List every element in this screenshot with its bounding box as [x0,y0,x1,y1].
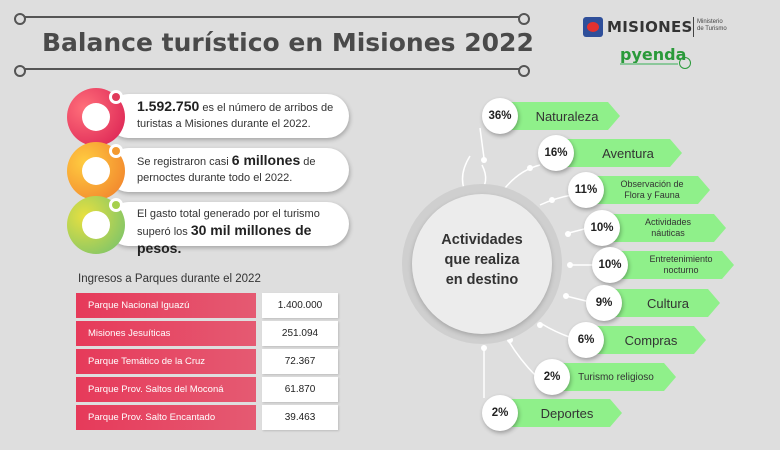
activity-percent: 2% [482,395,518,431]
park-value: 39.463 [262,405,338,430]
activity-label: Cultura [647,295,689,311]
page-title: Balance turístico en Misiones 2022 [42,28,534,57]
park-name: Parque Prov. Salto Encantado [76,405,256,430]
activity-aventura: Aventura 16% [538,135,682,171]
activity-nocturno: Entretenimiento nocturno 10% [592,247,734,283]
title-rule-top [14,13,530,25]
activity-percent: 16% [538,135,574,171]
park-row: Parque Prov. Salto Encantado 39.463 [76,405,338,430]
stat-figure: 6 millones [231,152,301,168]
park-name: Parque Prov. Saltos del Moconá [76,377,256,402]
stat-spending: El gasto total generado por el turismo s… [67,196,349,256]
park-row: Misiones Jesuíticas 251.094 [76,321,338,346]
park-value: 72.367 [262,349,338,374]
stat-post: es el número de arribos de turistas a Mi… [137,102,334,130]
activity-percent: 10% [584,210,620,246]
stat-figure: 1.592.750 [137,98,200,114]
park-row: Parque Prov. Saltos del Moconá 61.870 [76,377,338,402]
stat-pill [107,94,349,138]
logo-divider [693,17,694,37]
stat-pill [107,202,349,246]
stat-text: 1.592.750 es el número de arribos de tur… [137,98,347,132]
stat-text: Se registraron casi 6 millones de pernoc… [137,152,347,186]
parks-heading: Ingresos a Parques durante el 2022 [78,273,261,285]
activity-percent: 2% [534,359,570,395]
misiones-logo: MISIONES Ministerio de Turismo [583,17,727,39]
activity-naturaleza: Naturaleza 36% [482,98,620,134]
stat-overnights: Se registraron casi 6 millones de pernoc… [67,142,349,200]
activity-percent: 9% [586,285,622,321]
activity-banner [556,139,682,167]
activity-religioso: Turismo religioso 2% [534,359,676,395]
park-row: Parque Temático de la Cruz 72.367 [76,349,338,374]
hub-line: en destino [445,272,519,288]
activity-label: Aventura [602,145,654,161]
activity-banner [586,326,706,354]
activity-label: Compras [624,332,678,348]
activity-label: Naturaleza [535,108,599,124]
activity-cultura: Cultura 9% [586,285,720,321]
activity-label: Actividades náuticas [644,217,692,238]
ring-icon [67,196,125,254]
pyenda-logo: pyenda [620,45,692,71]
activity-compras: Compras 6% [568,322,706,358]
activity-banner [602,214,726,242]
ring-icon [67,88,125,146]
park-name: Parque Nacional Iguazú [76,293,256,318]
pyenda-tagline-bar [620,63,678,65]
park-value: 61.870 [262,377,338,402]
ministry-label: Ministerio de Turismo [697,19,727,32]
activity-label: Observación de Flora y Fauna [620,179,684,200]
stat-pre: Se registraron casi [137,156,232,168]
ring-icon [67,142,125,200]
activity-flora-fauna: Observación de Flora y Fauna 11% [568,172,710,208]
activity-banner [610,251,734,279]
park-name: Parque Temático de la Cruz [76,349,256,374]
activity-label: Deportes [540,405,594,421]
misiones-badge-icon [583,17,603,37]
hub-line: que realiza [444,252,520,268]
stat-pre: El gasto total generado por el turismo s… [137,208,320,238]
misiones-wordmark: MISIONES [607,18,693,36]
hub-label: Actividades que realiza en destino [412,230,552,290]
park-name: Misiones Jesuíticas [76,321,256,346]
activity-banner [500,102,620,130]
title-rule-bottom [14,65,530,77]
activity-deportes: Deportes 2% [482,395,622,431]
stat-text: El gasto total generado por el turismo s… [137,206,347,258]
activity-percent: 6% [568,322,604,358]
park-value: 251.094 [262,321,338,346]
stat-figure: 30 mil millones de pesos. [137,222,312,256]
activity-percent: 36% [482,98,518,134]
park-value: 1.400.000 [262,293,338,318]
activity-banner [586,176,710,204]
stat-pill [107,148,349,192]
hub-line: Actividades [441,232,523,248]
activity-percent: 11% [568,172,604,208]
activity-banner [500,399,622,427]
park-row: Parque Nacional Iguazú 1.400.000 [76,293,338,318]
activity-label: Entretenimiento nocturno [649,254,713,275]
activity-banner [552,363,676,391]
hub-circle [412,194,552,334]
pyenda-wordmark: pyenda [620,45,687,64]
activity-percent: 10% [592,247,628,283]
activity-label: Turismo religioso [578,371,654,383]
stat-arrivals: 1.592.750 es el número de arribos de tur… [67,88,349,146]
activity-nauticas: Actividades náuticas 10% [584,210,726,246]
activity-banner [604,289,720,317]
stat-post: de pernoctes durante todo el 2022. [137,156,316,184]
globe-icon [679,57,691,69]
title-frame: Balance turístico en Misiones 2022 [14,12,534,77]
